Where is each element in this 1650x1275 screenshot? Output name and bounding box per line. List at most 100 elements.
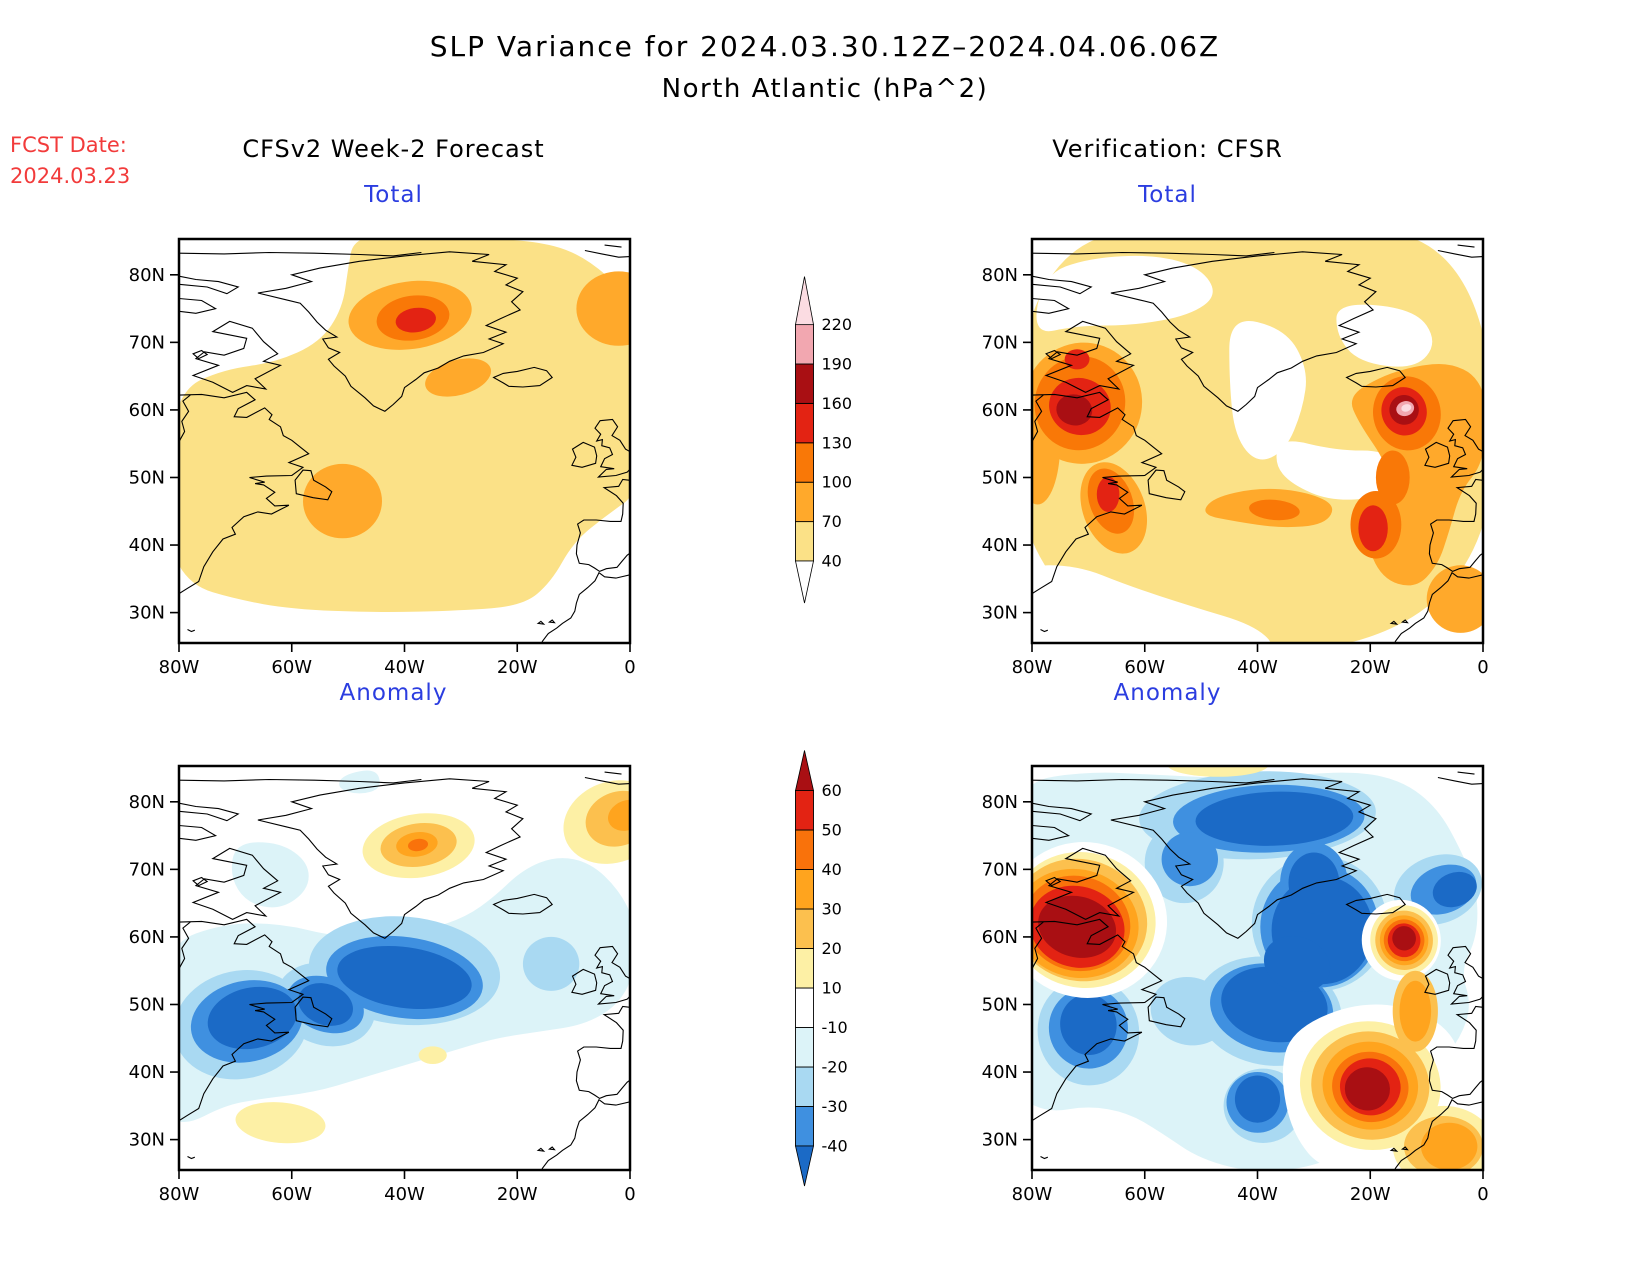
contour-region (1263, 936, 1331, 992)
contour-region (1038, 895, 1117, 958)
colorbar-band (795, 1066, 814, 1107)
contour-region (1249, 499, 1300, 521)
panel-subtitle-forecast-total: Total (364, 182, 423, 208)
coastline-iceland (1345, 893, 1407, 915)
coastline-newfoundland (294, 996, 333, 1028)
coastline-ireland (571, 441, 598, 468)
y-tick-label: 60N (129, 927, 165, 948)
colorbar-total: 40 70 100 130 160 190 220 (795, 276, 853, 604)
coastline-ireland (1424, 968, 1451, 995)
contour-region (337, 945, 472, 1010)
coastline-france-iberia (1428, 478, 1483, 573)
colorbar-band (795, 324, 814, 365)
x-tick-label: 60W (271, 657, 312, 678)
colorbar-tick-label: -20 (822, 1058, 848, 1077)
coastline-ne-islet-2 (604, 771, 622, 775)
colorbar-band (795, 790, 814, 831)
coastline-bahamas-islet (1040, 1156, 1048, 1160)
coastline-great-britain (1447, 418, 1483, 478)
coastline-bahamas-islet (187, 1156, 195, 1160)
x-tick-label: 0 (624, 657, 635, 678)
x-tick-label: 80W (1012, 657, 1053, 678)
y-tick-label: 30N (982, 1130, 1018, 1151)
coastline-great-britain (594, 418, 630, 478)
colorbar-tick-label: 40 (822, 552, 842, 571)
y-tick-label: 30N (129, 603, 165, 624)
coastline-arctic-top-line (179, 251, 422, 257)
contour-region (1056, 394, 1093, 426)
contour-region (1399, 980, 1432, 1042)
coastline-hudson-coast (179, 394, 191, 442)
panel-subtitle-forecast-anomaly: Anomaly (339, 680, 448, 706)
coastline-iceland (492, 893, 554, 915)
coastline-small-island (192, 349, 209, 360)
contour-region (1276, 441, 1404, 500)
x-tick-label: 20W (1350, 657, 1391, 678)
coastline-newfoundland (294, 469, 333, 501)
coastline-baffin-island (1044, 320, 1136, 394)
coastline-ne-islet-2 (1457, 244, 1475, 248)
coastline-france-iberia (575, 478, 630, 573)
coastline-arctic-island-b (1032, 802, 1093, 822)
coastline-arctic-island-a (179, 824, 218, 841)
coastline-canary-islands-a (1389, 620, 1399, 625)
coastline-canary-islands-a (1389, 1147, 1399, 1152)
contour-region (1195, 791, 1354, 846)
contour-region (179, 239, 630, 612)
x-tick-label: 20W (497, 1184, 538, 1205)
contour-region (1096, 476, 1120, 512)
colorbar-tick-label: -30 (822, 1097, 848, 1116)
colorbar-tick-label: 10 (822, 979, 842, 998)
coastline-newfoundland (1147, 469, 1186, 501)
contour-region (1358, 505, 1388, 552)
x-tick-label: 20W (497, 657, 538, 678)
colorbar-upper-tip (795, 750, 814, 791)
coastline-arctic-island-b (1032, 275, 1093, 295)
column-title-verification: Verification: CFSR (1052, 135, 1283, 163)
y-tick-label: 50N (982, 467, 1018, 488)
figure-subtitle: North Atlantic (hPa^2) (661, 74, 989, 104)
forecast-date-value: 2024.03.23 (10, 164, 131, 188)
coastline-hudson-coast (179, 921, 191, 969)
contour-region (1426, 565, 1483, 633)
coastline-arctic-island-a (1032, 297, 1071, 314)
x-tick-label: 60W (271, 1184, 312, 1205)
coastline-arctic-island-a (1032, 824, 1071, 841)
coastline-arctic-top-line (1032, 778, 1275, 784)
colorbar-tick-label: -10 (822, 1018, 848, 1037)
contour-region (1432, 871, 1477, 908)
colorbar-tick-label: 50 (822, 821, 842, 840)
contour-region (418, 1046, 447, 1064)
coastline-arctic-top-line (1032, 251, 1275, 257)
colorbar-band (795, 948, 814, 989)
colorbar-band (795, 402, 814, 444)
y-tick-label: 60N (129, 400, 165, 421)
contour-region (522, 936, 580, 991)
coastline-france-iberia (575, 1005, 630, 1100)
coastline-baffin-island (1044, 847, 1136, 921)
colorbar-tick-label: 40 (822, 860, 842, 879)
y-tick-label: 40N (982, 1062, 1018, 1083)
contour-region (1288, 852, 1340, 914)
colorbar-band (795, 481, 814, 523)
coastline-canary-islands-a (536, 1147, 546, 1152)
colorbar-band (795, 829, 814, 870)
coastline-greenland (1110, 778, 1377, 939)
colorbar-tick-label: 100 (822, 473, 853, 492)
x-tick-label: 0 (1477, 1184, 1488, 1205)
contour-region (1032, 565, 1271, 643)
forecast-date-block: FCST Date: 2024.03.23 (10, 130, 130, 192)
coastline-nw-africa (540, 1098, 630, 1170)
coastline-iceland (492, 366, 554, 388)
y-tick-label: 30N (129, 1130, 165, 1151)
contour-region (407, 838, 429, 852)
coastline-france-iberia (1428, 1005, 1483, 1100)
colorbar-band (795, 521, 814, 562)
contour-region (1421, 1122, 1478, 1170)
coastline-arctic-island-a (179, 297, 218, 314)
y-tick-label: 50N (129, 467, 165, 488)
coastline-baffin-island (191, 320, 283, 394)
coastline-greenland (1110, 251, 1377, 412)
panel-subtitle-verification-anomaly: Anomaly (1113, 680, 1222, 706)
